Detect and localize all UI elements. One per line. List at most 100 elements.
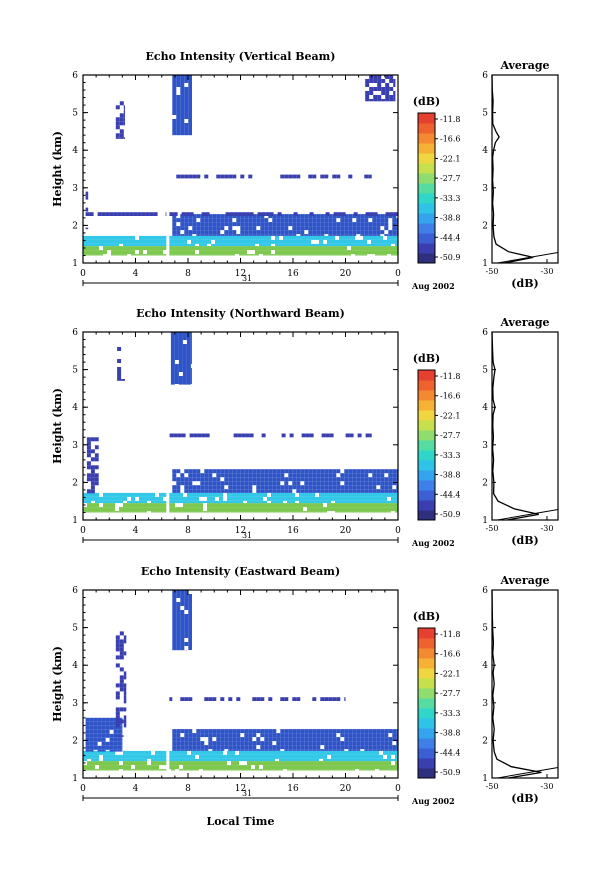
echo-cluster bbox=[365, 75, 396, 102]
heatmap bbox=[83, 332, 399, 520]
colorbar-tick-label: -33.3 bbox=[440, 709, 461, 718]
echo-cluster bbox=[85, 212, 398, 216]
colorbar-tick-label: -44.4 bbox=[440, 748, 461, 757]
echo-cluster bbox=[85, 191, 89, 230]
x-tick-label: 0 bbox=[395, 784, 401, 794]
colorbar-tick-label: -16.6 bbox=[440, 650, 461, 659]
colorbar-swatch bbox=[418, 470, 435, 481]
colorbar-swatch bbox=[418, 480, 435, 491]
echo-cluster bbox=[86, 437, 99, 494]
colorbar-swatch bbox=[418, 728, 435, 739]
date-label: Aug 2002 bbox=[411, 796, 455, 806]
colorbar-swatch bbox=[418, 243, 435, 254]
avg-x-label: (dB) bbox=[511, 277, 538, 290]
avg-y-tick-label: 5 bbox=[482, 366, 488, 376]
y-tick-label: 3 bbox=[72, 184, 78, 194]
average-reference-line bbox=[497, 508, 559, 521]
colorbar-tick-label: -44.4 bbox=[440, 233, 461, 242]
avg-y-tick-label: 5 bbox=[482, 624, 488, 634]
echo-cluster bbox=[83, 750, 398, 762]
x-tick-label: 12 bbox=[235, 526, 246, 536]
panel-title: Echo Intensity (Northward Beam) bbox=[136, 307, 345, 320]
colorbar-tick-label: -11.8 bbox=[440, 372, 461, 381]
colorbar-swatch bbox=[418, 638, 435, 649]
colorbar-tick-label: -38.8 bbox=[440, 729, 461, 738]
y-tick-label: 2 bbox=[72, 478, 78, 488]
colorbar-frame bbox=[417, 627, 436, 779]
date-label: Aug 2002 bbox=[411, 281, 455, 291]
colorbar-swatch bbox=[418, 223, 435, 234]
colorbar-tick-label: -22.1 bbox=[440, 154, 461, 163]
colorbar-label: (dB) bbox=[413, 95, 440, 108]
date-tick-label: 31 bbox=[242, 531, 252, 540]
y-tick-label: 5 bbox=[72, 109, 78, 119]
echo-cluster bbox=[172, 214, 399, 236]
x-tick-label: 16 bbox=[287, 526, 299, 536]
colorbar-swatch bbox=[418, 510, 435, 521]
colorbar-swatch bbox=[418, 163, 435, 174]
x-tick-label: 16 bbox=[287, 784, 299, 794]
avg-x-label: (dB) bbox=[511, 792, 538, 805]
y-tick-label: 2 bbox=[72, 221, 78, 231]
colorbar-label: (dB) bbox=[413, 610, 440, 623]
colorbar-tick-label: -38.8 bbox=[440, 214, 461, 223]
avg-x-tick-label: -30 bbox=[541, 267, 554, 276]
colorbar-swatch bbox=[418, 678, 435, 689]
colorbar-swatch bbox=[418, 648, 435, 659]
colorbar-tick-label: -38.8 bbox=[440, 471, 461, 480]
colorbar-swatch bbox=[418, 718, 435, 729]
avg-y-tick-label: 3 bbox=[482, 441, 488, 451]
average-frame bbox=[491, 589, 559, 779]
avg-x-tick-label: -30 bbox=[541, 782, 554, 791]
colorbar-swatch bbox=[418, 253, 435, 264]
avg-x-tick-label: -50 bbox=[486, 267, 499, 276]
colorbar-tick-label: -27.7 bbox=[440, 431, 461, 440]
colorbar-tick-label: -50.9 bbox=[440, 768, 461, 777]
x-tick-label: 8 bbox=[185, 526, 191, 536]
x-tick-label: 8 bbox=[185, 784, 191, 794]
avg-y-tick-label: 2 bbox=[482, 221, 488, 231]
y-tick-label: 5 bbox=[72, 624, 78, 634]
average-title: Average bbox=[499, 59, 549, 72]
colorbar-swatch bbox=[418, 370, 435, 381]
panel-title: Echo Intensity (Vertical Beam) bbox=[145, 50, 335, 63]
data-gap bbox=[166, 590, 170, 778]
avg-y-tick-label: 1 bbox=[482, 774, 488, 784]
average-title: Average bbox=[499, 316, 549, 329]
avg-y-tick-label: 1 bbox=[482, 516, 488, 526]
x-tick-label: 0 bbox=[395, 526, 401, 536]
avg-x-tick-label: -30 bbox=[541, 524, 554, 533]
x-tick-label: 8 bbox=[185, 269, 191, 279]
colorbar-swatch bbox=[418, 768, 435, 779]
x-tick-label: 0 bbox=[395, 269, 401, 279]
colorbar-swatch bbox=[418, 123, 435, 134]
y-tick-label: 3 bbox=[72, 441, 78, 451]
avg-y-tick-label: 3 bbox=[482, 699, 488, 709]
average-profile-line bbox=[491, 589, 542, 779]
echo-cluster bbox=[83, 492, 398, 504]
colorbar-swatch bbox=[418, 668, 435, 679]
colorbar-swatch bbox=[418, 113, 435, 124]
colorbar-swatch bbox=[418, 500, 435, 511]
colorbar-swatch bbox=[418, 173, 435, 184]
colorbar-swatch bbox=[418, 440, 435, 451]
date-tick-label: 31 bbox=[242, 274, 252, 283]
avg-y-tick-label: 1 bbox=[482, 259, 488, 269]
average-profile-line bbox=[491, 74, 534, 264]
colorbar-tick-label: -11.8 bbox=[440, 630, 461, 639]
x-tick-label: 20 bbox=[340, 784, 352, 794]
avg-y-tick-label: 6 bbox=[482, 328, 488, 338]
y-tick-label: 4 bbox=[72, 403, 78, 413]
panel-2: Echo Intensity (Eastward Beam)123456Heig… bbox=[51, 565, 559, 806]
y-tick-label: 6 bbox=[72, 71, 78, 81]
panel-0: Echo Intensity (Vertical Beam)123456Heig… bbox=[51, 50, 559, 291]
date-label: Aug 2002 bbox=[411, 538, 455, 548]
data-gap bbox=[166, 75, 170, 263]
colorbar-swatch bbox=[418, 430, 435, 441]
average-frame bbox=[491, 74, 559, 264]
average-reference-line bbox=[497, 766, 559, 779]
colorbar-tick-label: -22.1 bbox=[440, 411, 461, 420]
panel-title: Echo Intensity (Eastward Beam) bbox=[141, 565, 340, 578]
colorbar-tick-label: -50.9 bbox=[440, 253, 461, 262]
